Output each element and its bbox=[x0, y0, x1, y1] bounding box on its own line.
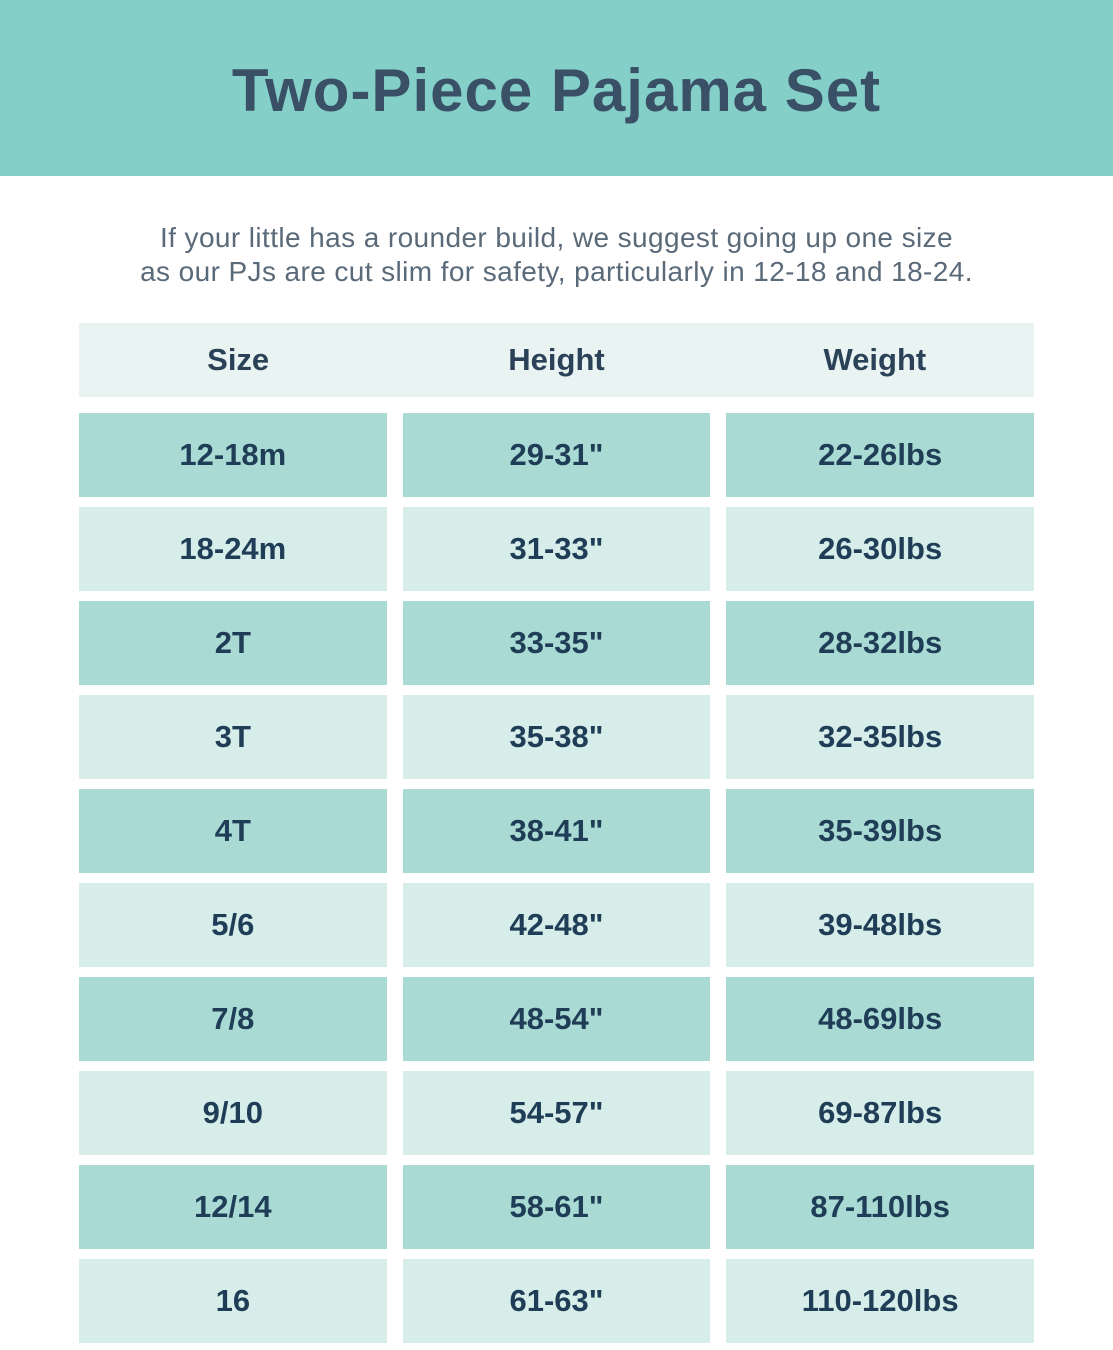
table-cell: 69-87lbs bbox=[726, 1071, 1034, 1155]
column-header-height: Height bbox=[508, 342, 605, 377]
table-cell: 18-24m bbox=[79, 507, 387, 591]
table-cell: 29-31" bbox=[402, 413, 711, 497]
table-cell: 35-38" bbox=[402, 695, 711, 779]
table-cell: 39-48lbs bbox=[726, 883, 1034, 967]
table-cell: 3T bbox=[79, 695, 387, 779]
table-row: 12/14 58-61" 87-110lbs bbox=[79, 1165, 1034, 1249]
table-row: 18-24m 31-33" 26-30lbs bbox=[79, 507, 1034, 591]
table-cell: 2T bbox=[79, 601, 387, 685]
table-row: 4T 38-41" 35-39lbs bbox=[79, 789, 1034, 873]
table-row: 16 61-63" 110-120lbs bbox=[79, 1259, 1034, 1343]
intro-note-line1: If your little has a rounder build, we s… bbox=[160, 222, 953, 253]
page-title: Two-Piece Pajama Set bbox=[231, 56, 882, 124]
column-header-size: Size bbox=[207, 342, 270, 377]
table-cell: 32-35lbs bbox=[726, 695, 1034, 779]
table-cell: 35-39lbs bbox=[726, 789, 1034, 873]
table-cell: 12-18m bbox=[79, 413, 387, 497]
table-row: 2T 33-35" 28-32lbs bbox=[79, 601, 1034, 685]
intro-note-line2: as our PJs are cut slim for safety, part… bbox=[140, 256, 973, 287]
table-cell: 16 bbox=[79, 1259, 387, 1343]
table-cell: 22-26lbs bbox=[726, 413, 1034, 497]
table-cell: 54-57" bbox=[402, 1071, 711, 1155]
table-cell: 38-41" bbox=[402, 789, 711, 873]
table-cell: 26-30lbs bbox=[726, 507, 1034, 591]
table-cell: 4T bbox=[79, 789, 387, 873]
table-cell: 58-61" bbox=[402, 1165, 711, 1249]
table-row: 7/8 48-54" 48-69lbs bbox=[79, 977, 1034, 1061]
table-row: 9/10 54-57" 69-87lbs bbox=[79, 1071, 1034, 1155]
table-cell: 7/8 bbox=[79, 977, 387, 1061]
table-cell: 42-48" bbox=[402, 883, 711, 967]
table-cell: 48-69lbs bbox=[726, 977, 1034, 1061]
table-row: 5/6 42-48" 39-48lbs bbox=[79, 883, 1034, 967]
table-row: 3T 35-38" 32-35lbs bbox=[79, 695, 1034, 779]
table-body: 12-18m 29-31" 22-26lbs 18-24m 31-33" 26-… bbox=[79, 413, 1034, 1343]
table-header-row: Size Height Weight bbox=[79, 323, 1034, 397]
table-cell: 12/14 bbox=[79, 1165, 387, 1249]
table-row: 12-18m 29-31" 22-26lbs bbox=[79, 413, 1034, 497]
table-cell: 33-35" bbox=[402, 601, 711, 685]
table-cell: 31-33" bbox=[402, 507, 711, 591]
table-cell: 87-110lbs bbox=[726, 1165, 1034, 1249]
intro-note: If your little has a rounder build, we s… bbox=[0, 221, 1113, 289]
table-cell: 5/6 bbox=[79, 883, 387, 967]
size-table: Size Height Weight 12-18m 29-31" 22-26lb… bbox=[79, 323, 1034, 1343]
header-banner: Two-Piece Pajama Set bbox=[0, 0, 1113, 176]
table-cell: 9/10 bbox=[79, 1071, 387, 1155]
table-cell: 48-54" bbox=[402, 977, 711, 1061]
table-cell: 61-63" bbox=[402, 1259, 711, 1343]
table-cell: 110-120lbs bbox=[726, 1259, 1034, 1343]
column-header-weight: Weight bbox=[823, 342, 927, 377]
table-cell: 28-32lbs bbox=[726, 601, 1034, 685]
